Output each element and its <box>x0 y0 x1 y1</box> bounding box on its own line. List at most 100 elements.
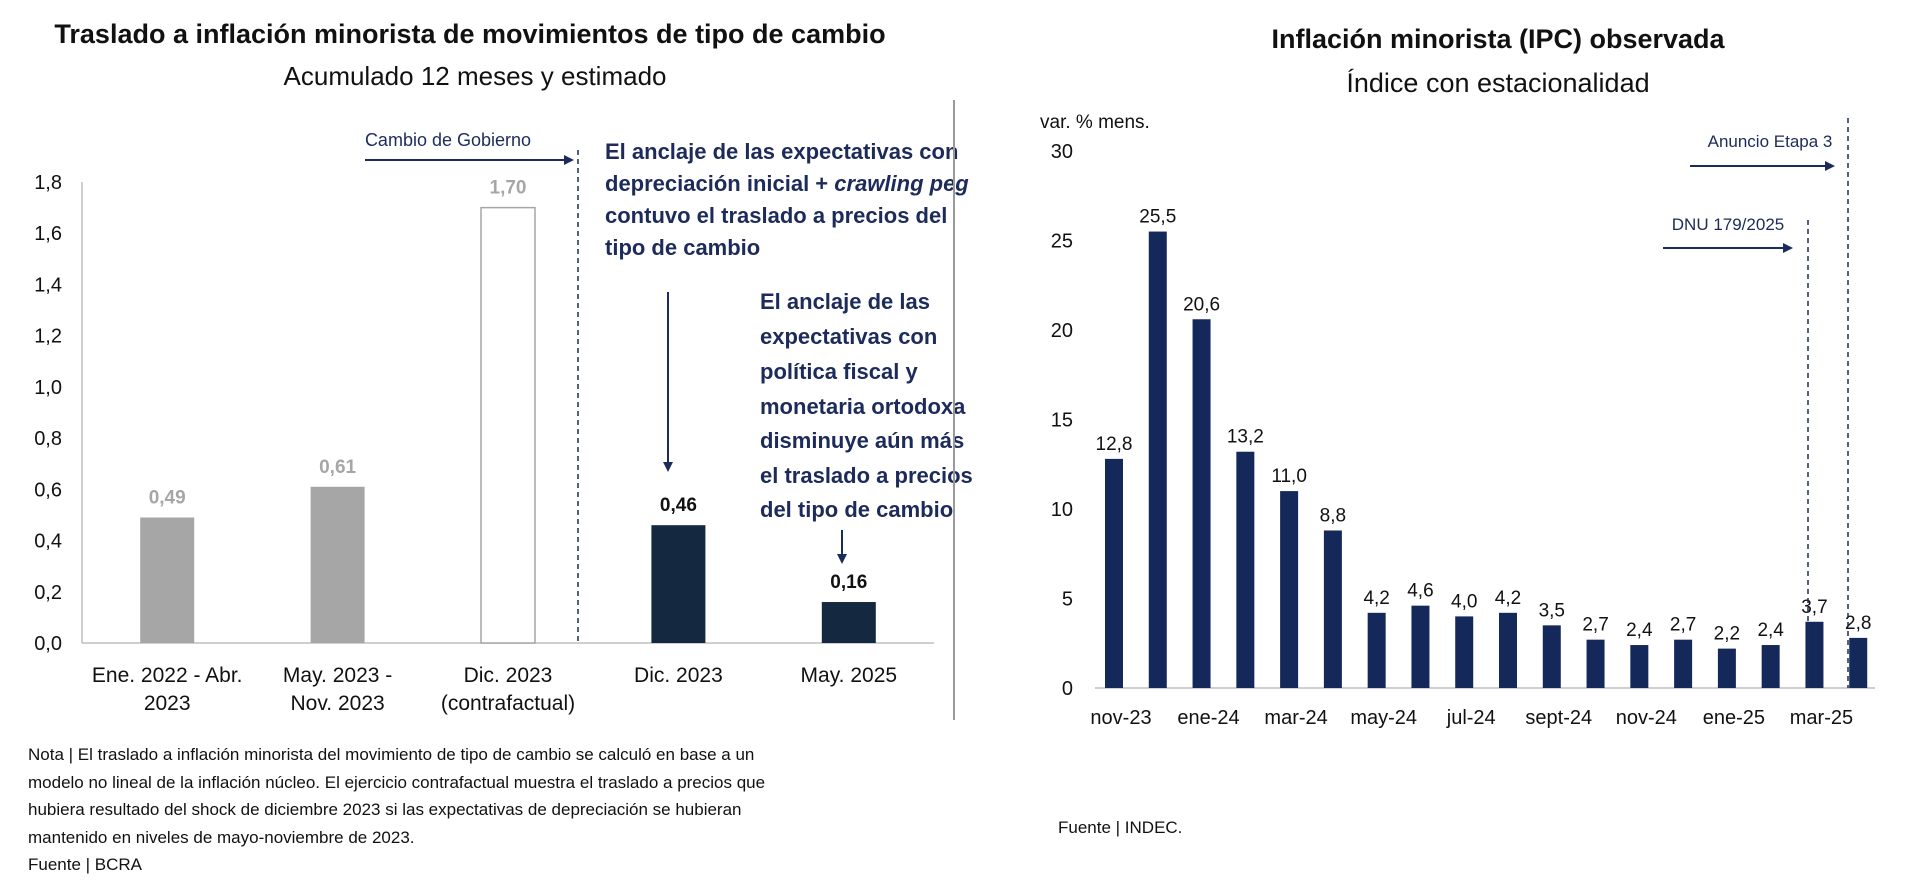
right-chart-title: Inflación minorista (IPC) observada <box>1271 24 1725 54</box>
left-y-tick-label: 1,0 <box>34 377 62 399</box>
left-bar <box>821 602 876 643</box>
right-bar <box>1367 612 1386 688</box>
note-line-3: hubiera resultado del shock de diciembre… <box>28 800 742 819</box>
right-bar <box>1586 639 1605 688</box>
right-bars: 12,8 25,5 20,6 13,2 11,0 8,8 4,2 4,6 4,0 4,2 3,5 2,… <box>1096 207 1871 689</box>
right-bar <box>1630 645 1649 688</box>
right-bar <box>1236 451 1255 688</box>
right-y-tick-label: 30 <box>1051 141 1073 163</box>
right-x-axis-labels: nov-23 ene-24 mar-24 may-24 jul-24 sept-24 nov… <box>1090 707 1853 729</box>
right-bar <box>1455 616 1474 688</box>
annotation-1-line-4: tipo de cambio <box>605 235 760 260</box>
right-bar <box>1411 605 1430 688</box>
right-chart-panel: Inflación minorista (IPC) observada Índi… <box>1040 24 1875 837</box>
left-bar-value-label: 1,70 <box>490 178 527 199</box>
left-y-tick-label: 0,8 <box>34 428 62 450</box>
right-x-tick-label: jul-24 <box>1446 707 1496 729</box>
annotation-2-line-2: expectativas con <box>760 324 937 349</box>
left-y-tick-label: 0,0 <box>34 633 62 655</box>
left-y-tick-label: 1,6 <box>34 223 62 245</box>
right-bar-value-label: 3,5 <box>1539 600 1565 621</box>
left-bar-value-label: 0,46 <box>660 495 697 516</box>
right-bar-value-label: 2,8 <box>1845 613 1871 634</box>
annotation-1-line-2-text: depreciación inicial + <box>605 171 834 196</box>
left-bars: 0,49 0,61 1,70 0,46 0,16 <box>140 178 876 644</box>
annotation-1-italic: crawling peg <box>834 171 969 196</box>
right-bar-value-label: 11,0 <box>1271 466 1307 487</box>
right-bar <box>1192 319 1211 688</box>
note-line-4: mantenido en niveles de mayo-noviembre d… <box>28 828 415 847</box>
left-bar <box>651 525 706 643</box>
left-x-tick-label: Dic. 2023 <box>464 664 553 687</box>
left-y-tick-label: 0,2 <box>34 582 62 604</box>
left-source: Fuente | BCRA <box>28 855 143 874</box>
right-bar <box>1717 648 1736 688</box>
right-bar-value-label: 12,8 <box>1096 434 1133 455</box>
left-x-tick-label: (contrafactual) <box>441 692 575 715</box>
left-x-tick-label: May. 2025 <box>801 664 898 687</box>
left-note: Nota | El traslado a inflación minorista… <box>28 745 765 874</box>
right-bar-value-label: 2,4 <box>1626 620 1653 641</box>
annotation-2-line-5: disminuye aún más <box>760 428 964 453</box>
right-bar <box>1323 530 1342 688</box>
annotation-2-line-1: El anclaje de las <box>760 289 930 314</box>
right-bar-value-label: 4,6 <box>1407 581 1433 602</box>
note-line-1: Nota | El traslado a inflación minorista… <box>28 745 754 764</box>
annotation-2-line-6: el traslado a precios <box>760 463 973 488</box>
right-source: Fuente | INDEC. <box>1058 818 1182 837</box>
right-y-axis: 0 5 10 15 20 25 30 <box>1051 141 1073 700</box>
right-x-tick-label: mar-24 <box>1264 707 1327 729</box>
left-bar-value-label: 0,49 <box>149 488 186 509</box>
right-bar-value-label: 3,7 <box>1801 597 1827 618</box>
annotation-1-line-1: El anclaje de las expectativas con <box>605 139 958 164</box>
right-bar <box>1761 645 1780 688</box>
right-bar <box>1542 625 1561 688</box>
left-chart-title: Traslado a inflación minorista de movimi… <box>54 19 885 49</box>
left-chart-panel: Traslado a inflación minorista de movimi… <box>28 19 973 874</box>
left-y-axis: 0,0 0,2 0,4 0,6 0,8 1,0 1,2 1,4 1,6 1,8 <box>34 172 62 655</box>
annotation-2-line-7: del tipo de cambio <box>760 497 953 522</box>
annotation-1-line-3: contuvo el traslado a precios del <box>605 203 947 228</box>
annotation-dnu: DNU 179/2025 <box>1672 215 1784 234</box>
left-x-tick-label: Ene. 2022 - Abr. <box>92 664 243 687</box>
left-x-axis-labels: Ene. 2022 - Abr. 2023 May. 2023 - Nov. 2023… <box>92 664 897 715</box>
right-bar-value-label: 2,7 <box>1582 615 1608 636</box>
right-bar <box>1849 637 1868 688</box>
left-x-tick-label: 2023 <box>144 692 191 715</box>
right-bar-value-label: 4,0 <box>1451 591 1477 612</box>
right-y-axis-label: var. % mens. <box>1040 112 1150 133</box>
right-bar-value-label: 20,6 <box>1183 294 1220 315</box>
left-x-tick-label: Dic. 2023 <box>634 664 723 687</box>
left-bar-value-label: 0,61 <box>319 457 356 478</box>
right-y-tick-label: 20 <box>1051 320 1073 342</box>
note-line-2: modelo no lineal de la inflación núcleo.… <box>28 773 765 792</box>
left-chart-subtitle: Acumulado 12 meses y estimado <box>284 61 667 91</box>
annotation-cambio-gobierno: Cambio de Gobierno <box>365 130 531 150</box>
right-x-tick-label: nov-23 <box>1090 707 1151 729</box>
right-bar <box>1280 491 1299 688</box>
right-bar-value-label: 8,8 <box>1320 505 1346 526</box>
annotation-anclaje-fiscal: El anclaje de las expectativas con polít… <box>760 289 973 522</box>
right-chart-subtitle: Índice con estacionalidad <box>1346 68 1649 98</box>
left-bar <box>480 206 536 644</box>
right-x-tick-label: nov-24 <box>1616 707 1677 729</box>
left-x-tick-label: Nov. 2023 <box>291 692 385 715</box>
right-bar-value-label: 2,7 <box>1670 615 1696 636</box>
annotation-2-line-3: política fiscal y <box>760 359 918 384</box>
annotation-etapa-3: Anuncio Etapa 3 <box>1708 132 1833 151</box>
right-bar-value-label: 13,2 <box>1227 427 1264 448</box>
left-y-tick-label: 1,2 <box>34 326 62 348</box>
left-y-tick-label: 1,8 <box>34 172 62 194</box>
left-y-tick-label: 0,4 <box>34 531 62 553</box>
right-y-tick-label: 15 <box>1051 410 1073 432</box>
right-y-tick-label: 10 <box>1051 499 1073 521</box>
right-x-tick-label: mar-25 <box>1790 707 1853 729</box>
annotation-anclaje-crawling: El anclaje de las expectativas con depre… <box>605 139 969 260</box>
left-y-tick-label: 0,6 <box>34 479 62 501</box>
right-bar-value-label: 4,2 <box>1495 588 1521 609</box>
right-bar <box>1674 639 1693 688</box>
annotation-1-line-2: depreciación inicial + crawling peg <box>605 171 969 196</box>
left-bar-value-label: 0,16 <box>830 572 867 593</box>
left-y-tick-label: 1,4 <box>34 274 62 296</box>
